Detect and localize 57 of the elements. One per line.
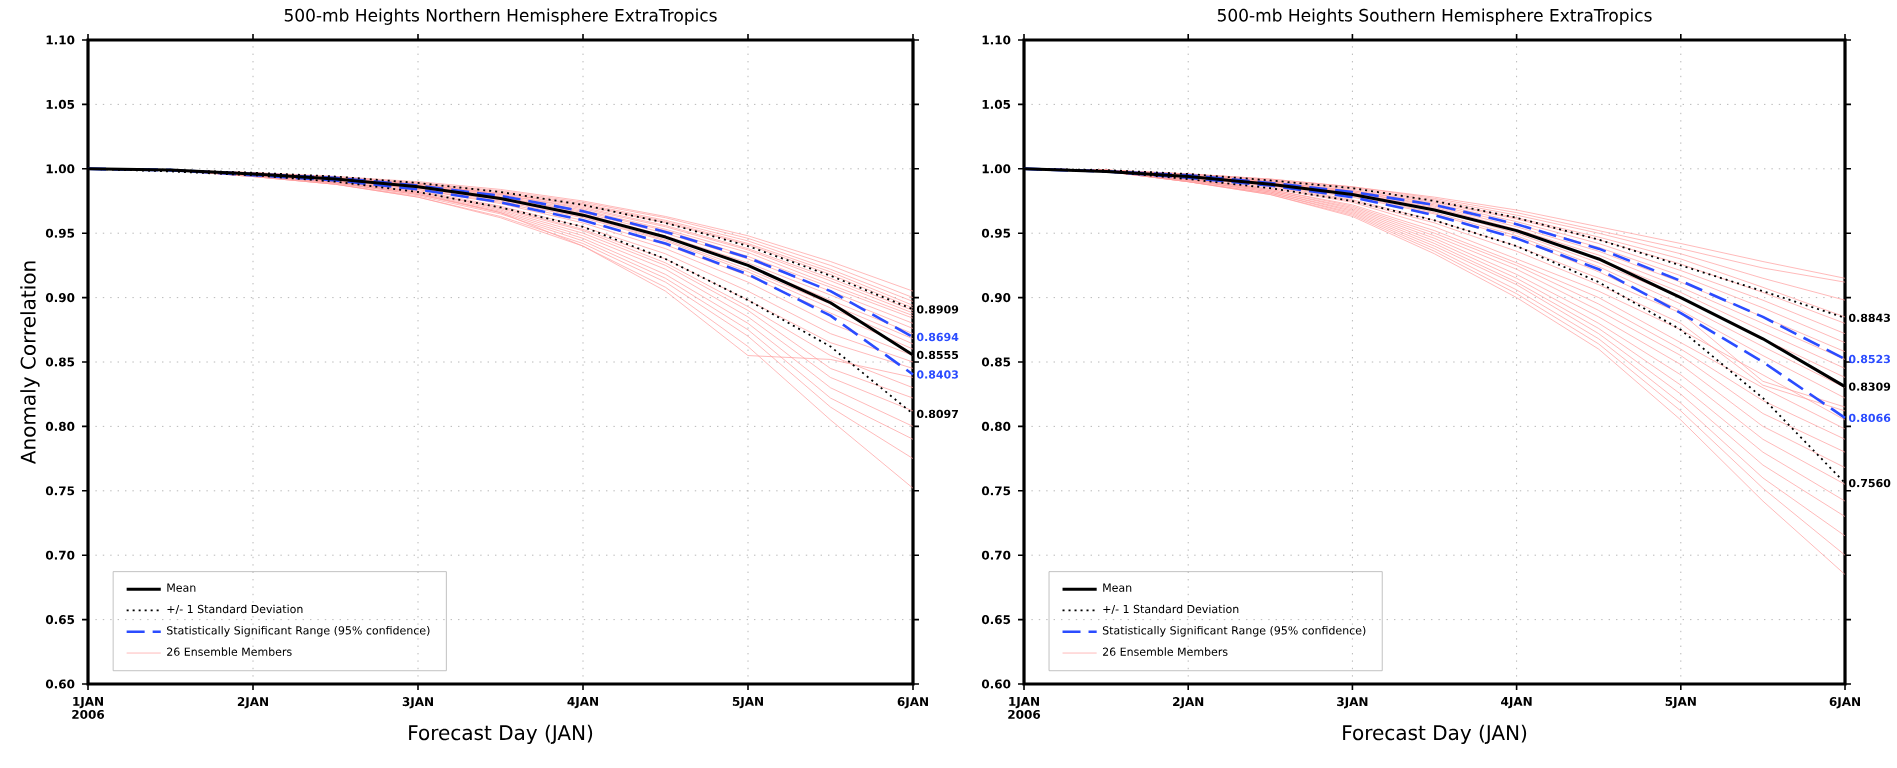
legend-label: 26 Ensemble Members (1103, 647, 1228, 656)
x-axis-title: Forecast Day (JAN) (1343, 724, 1527, 745)
data-label: 0.8843 (1848, 313, 1890, 322)
y-tick-label: 0.70 (981, 550, 1011, 560)
data-label: 0.8097 (916, 409, 958, 419)
data-label: 0.8909 (916, 305, 959, 314)
data-label: 0.8403 (916, 370, 958, 379)
x-axis-title: Forecast Day (JAN) (409, 724, 593, 745)
y-tick-label: 0.75 (981, 486, 1011, 496)
x-tick-label: 3JAN (402, 697, 433, 709)
y-tick-label: 0.80 (981, 421, 1011, 431)
y-tick-label: 0.95 (981, 228, 1011, 238)
y-tick-label: 1.00 (982, 164, 1011, 174)
x-tick-label: 5JAN (1665, 697, 1696, 709)
x-tick-label: 4JAN (567, 697, 598, 709)
chart-title: 500-mb Heights Northern Hemisphere ExtraTropics (284, 8, 717, 25)
y-tick-label: 1.05 (982, 99, 1011, 109)
y-tick-label: 0.80 (45, 421, 75, 431)
legend-label: Mean (1103, 583, 1132, 592)
x-tick-label: 1JAN 2006 (72, 697, 105, 719)
y-tick-label: 1.00 (46, 164, 75, 174)
y-tick-label: 0.75 (45, 486, 75, 496)
y-tick-label: 0.70 (45, 550, 75, 560)
legend-label: Mean (167, 583, 196, 592)
y-tick-label: 0.90 (981, 293, 1011, 303)
data-label: 0.8523 (1848, 354, 1890, 364)
x-tick-label: 2JAN (237, 697, 268, 709)
y-tick-label: 1.10 (982, 35, 1011, 45)
y-tick-label: 0.60 (45, 679, 75, 689)
data-label: 0.8694 (916, 332, 959, 342)
x-tick-label: 4JAN (1501, 697, 1532, 709)
legend-label: +/- 1 Standard Deviation (167, 604, 303, 615)
legend-label: 26 Ensemble Members (167, 647, 292, 656)
x-tick-label: 6JAN (1829, 697, 1860, 709)
x-tick-label: 5JAN (732, 697, 763, 709)
legend-label: Statistically Significant Range (95% confidence) (167, 625, 430, 637)
y-tick-label: 1.05 (46, 99, 75, 109)
data-label: 0.8066 (1848, 413, 1891, 423)
y-tick-label: 0.85 (981, 357, 1011, 367)
y-tick-label: 0.65 (45, 615, 75, 625)
x-tick-label: 1JAN 2006 (1008, 697, 1041, 719)
chart-title: 500-mb Heights Southern Hemisphere ExtraTropics (1217, 8, 1652, 25)
x-tick-label: 6JAN (897, 697, 928, 709)
y-tick-label: 1.10 (46, 35, 75, 45)
y-tick-label: 0.65 (981, 615, 1011, 625)
y-tick-label: 0.95 (45, 228, 75, 238)
legend-label: +/- 1 Standard Deviation (1103, 604, 1239, 615)
y-axis-title: Anomaly Correlation (20, 261, 40, 465)
y-tick-label: 0.85 (45, 357, 75, 367)
y-tick-label: 0.60 (981, 679, 1011, 689)
x-tick-label: 3JAN (1337, 697, 1368, 709)
data-label: 0.8555 (916, 350, 959, 360)
x-tick-label: 2JAN (1173, 697, 1204, 709)
data-label: 0.7560 (1848, 478, 1891, 488)
legend-label: Statistically Significant Range (95% confidence) (1102, 625, 1366, 637)
data-label: 0.8309 (1848, 382, 1891, 391)
y-tick-label: 0.90 (45, 293, 75, 303)
